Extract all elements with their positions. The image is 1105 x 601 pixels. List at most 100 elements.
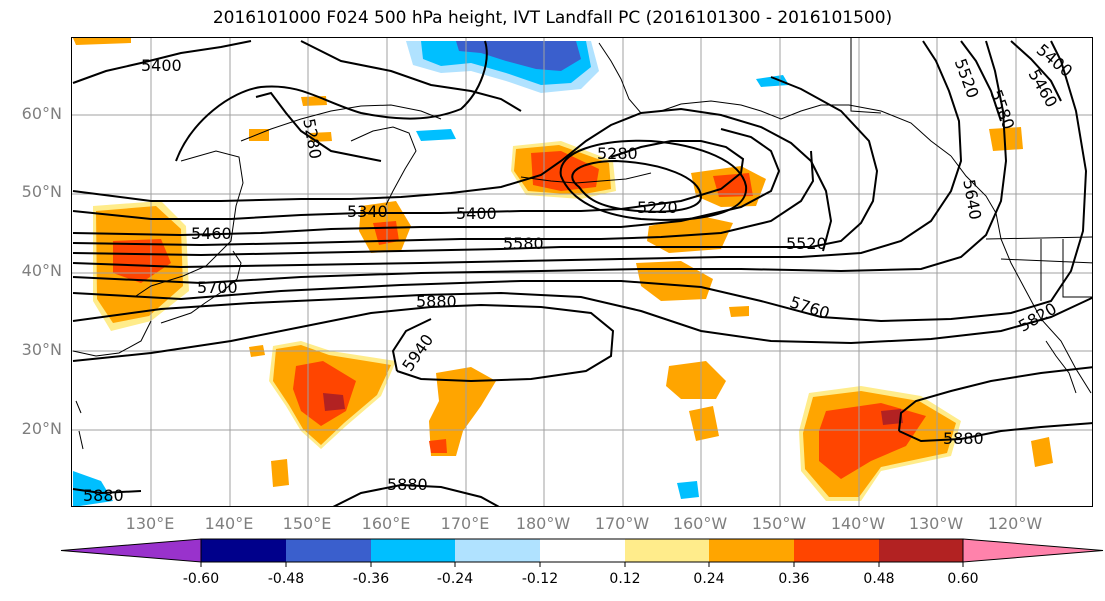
colorbar-cell	[455, 539, 540, 562]
colorbar-cell	[879, 539, 963, 562]
colorbar-cell	[286, 539, 371, 562]
contour-5880-main	[72, 303, 615, 383]
contour-5400	[72, 140, 745, 220]
negative-area-okhotsk	[416, 129, 456, 141]
contour-5880-south	[332, 483, 500, 506]
coastline-alaska-west	[598, 42, 682, 114]
contour-label-5400: 5400	[456, 204, 497, 223]
positive-area-top-west	[73, 38, 131, 45]
colorbar-tick-neg048: -0.48	[267, 571, 305, 587]
colorbar-cell	[709, 539, 794, 562]
contour-label-5580-ne: 5580	[987, 87, 1019, 132]
colorbar-tick-pos048: 0.48	[863, 571, 895, 587]
border-alaska-canada	[850, 38, 882, 114]
graticule	[72, 38, 1092, 506]
contour-5760	[72, 40, 1088, 323]
colorbar-tick-neg060: -0.60	[182, 571, 220, 587]
contour-na-ridge-2	[1010, 40, 1062, 102]
contour-label-5520: 5520	[786, 234, 827, 253]
border-canada-us	[985, 236, 1092, 240]
colorbar-cell	[371, 539, 455, 562]
contour-label-5280-aleutian: 5280	[597, 144, 638, 163]
lat-label-40n: 40°N	[21, 261, 62, 280]
lon-label-160e: 160°E	[361, 514, 411, 533]
contour-label-5340: 5340	[347, 202, 388, 221]
contour-5340	[72, 107, 833, 252]
lon-label-180w: 180°W	[515, 514, 571, 533]
contour-label-5880-mid: 5880	[416, 292, 457, 311]
lon-label-170w: 170°W	[594, 514, 650, 533]
colorbar-tick-pos012: 0.12	[609, 571, 641, 587]
coastline-baja	[1045, 340, 1077, 394]
lon-label-140w: 140°W	[830, 514, 886, 533]
contour-label-5700: 5700	[197, 278, 238, 297]
positive-area-hawaii-north	[666, 361, 726, 399]
contour-5880-east	[898, 366, 1092, 432]
contour-na-ridge-1	[960, 40, 1002, 122]
colorbar-cell	[201, 539, 286, 562]
colorbar-tick-pos036: 0.36	[778, 571, 810, 587]
contour-5880-sw	[72, 488, 142, 495]
positive-area-south-east	[1031, 437, 1053, 467]
coastline-taiwan-islands	[75, 400, 84, 450]
positive-area-canada-coast	[989, 127, 1023, 151]
contour-label-5460: 5460	[191, 224, 232, 243]
colorbar-cells	[60, 538, 1104, 567]
contour-label-5580: 5580	[503, 234, 544, 253]
colorbar-cell	[540, 539, 625, 562]
positive-area-west-subtropic-max	[323, 393, 345, 411]
colorbar-cell	[794, 539, 879, 562]
contour-low-center	[300, 40, 522, 112]
lon-label-150e: 150°E	[282, 514, 332, 533]
positive-area-japan-core	[113, 239, 171, 283]
positive-area-east-subtropic-max	[881, 409, 903, 425]
positive-area-north-small-1	[301, 96, 327, 106]
contour-5280-low	[255, 91, 382, 162]
contour-5640	[72, 40, 963, 269]
coastline-kamchatka	[350, 126, 417, 206]
contour-label-5280-nw: 5280	[299, 117, 325, 160]
contour-5880-east-low	[898, 422, 1092, 443]
positive-area-mid-subtropic-core	[429, 439, 447, 453]
positive-area-gulf-core	[713, 173, 753, 197]
border-states	[1000, 239, 1092, 301]
colorbar-tick-neg024: -0.24	[436, 571, 474, 587]
contour-label-5940: 5940	[398, 331, 437, 375]
negative-area-south-mid	[677, 481, 699, 499]
colorbar-tick-neg012: -0.12	[521, 571, 559, 587]
contour-5940	[391, 318, 432, 372]
lat-label-60n: 60°N	[21, 104, 62, 123]
map-canvas: 5400 5280 5340 5400 5460 5580 5520 5700 …	[72, 38, 1092, 506]
contour-label-5400-nw: 5400	[141, 56, 182, 75]
coastline-aleutians	[520, 172, 652, 184]
positive-area-small-south	[271, 459, 289, 487]
positive-area-east-central	[636, 261, 713, 301]
lon-label-140e: 140°E	[204, 514, 254, 533]
negative-area-sw-corner	[73, 471, 113, 506]
colorbar-tick-pos024: 0.24	[693, 571, 725, 587]
coastline-siberia	[240, 104, 442, 142]
lon-label-120w: 120°W	[987, 514, 1043, 533]
positive-area-small-east	[729, 306, 749, 317]
colorbar-tick-pos060: 0.60	[947, 571, 979, 587]
coastline-alaska-south	[680, 100, 952, 157]
colorbar-outline	[200, 538, 964, 563]
positive-area-hawaii-south	[689, 406, 719, 441]
negative-area-alaska-west	[756, 75, 789, 87]
contour-5520-right	[72, 150, 815, 247]
colorbar-extend-high	[962, 538, 1104, 563]
coastline-china	[72, 320, 152, 357]
lon-label-160w: 160°W	[672, 514, 728, 533]
contour-5400-west	[72, 40, 252, 84]
contour-5220	[571, 159, 703, 213]
lat-label-20n: 20°N	[21, 419, 62, 438]
height-contours	[72, 40, 1092, 506]
positive-area-mid-subtropic	[429, 367, 496, 456]
contour-5820	[72, 291, 1092, 345]
contour-label-5220: 5220	[637, 198, 678, 217]
contour-label-5880-south: 5880	[387, 475, 428, 494]
contour-label-5640: 5640	[959, 178, 985, 221]
colorbar	[60, 538, 1104, 567]
lat-label-50n: 50°N	[21, 182, 62, 201]
colorbar-extend-low	[60, 538, 202, 563]
